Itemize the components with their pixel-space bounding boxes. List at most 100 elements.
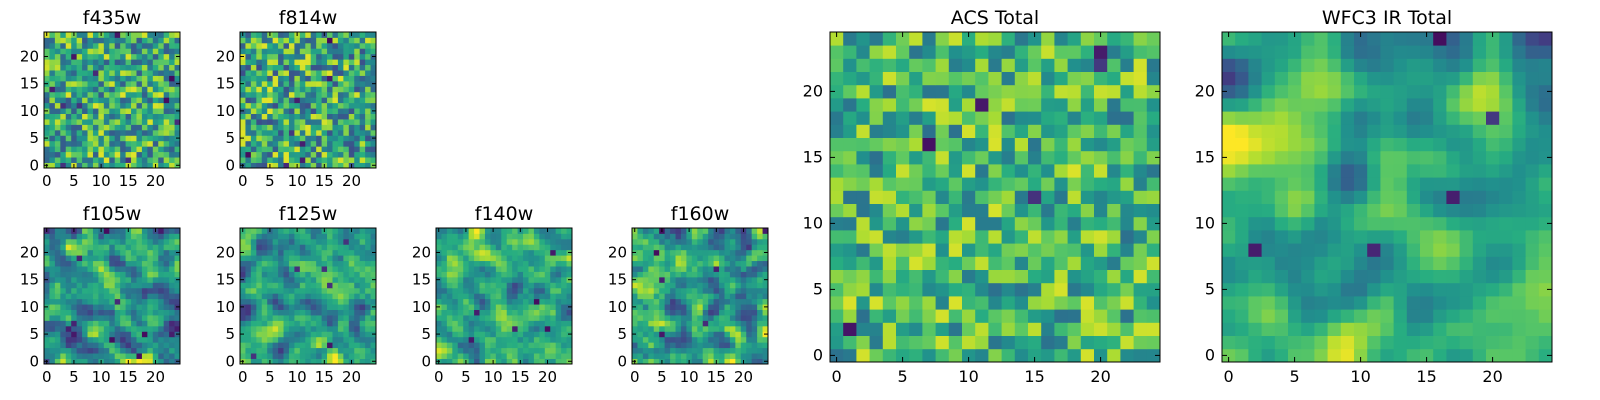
heatmap-cell	[283, 347, 290, 354]
heatmap-cell	[261, 320, 268, 327]
heatmap-cell	[44, 325, 50, 332]
heatmap-cell	[370, 140, 377, 147]
heatmap-cell	[370, 97, 377, 104]
heatmap-cell	[544, 249, 551, 256]
heatmap-cell	[962, 164, 976, 178]
heatmap-cell	[479, 347, 486, 354]
heatmap-cell	[1028, 150, 1042, 165]
heatmap-cell	[1459, 203, 1474, 218]
heatmap-cell	[441, 298, 448, 305]
heatmap-cell	[49, 260, 56, 267]
heatmap-cell	[550, 276, 557, 283]
heatmap-cell	[1001, 335, 1016, 350]
heatmap-cell	[136, 282, 143, 289]
heatmap-cell	[76, 75, 83, 82]
heatmap-cell	[54, 353, 61, 359]
heatmap-cell	[310, 336, 317, 343]
heatmap-cell	[120, 80, 126, 87]
heatmap-cell	[163, 358, 170, 365]
heatmap-cell	[60, 353, 67, 359]
heatmap-cell	[125, 113, 132, 120]
heatmap-cell	[76, 135, 83, 142]
heatmap-cell	[746, 276, 753, 283]
heatmap-cell	[321, 347, 328, 354]
heatmap-cell	[343, 129, 350, 136]
heatmap-cell	[539, 244, 546, 251]
heatmap-cell	[343, 151, 350, 158]
heatmap-cell	[740, 255, 747, 262]
heatmap-cell	[1380, 243, 1394, 257]
heatmap-cell	[544, 309, 551, 316]
heatmap-cell	[697, 320, 704, 327]
heatmap-cell	[158, 146, 165, 153]
heatmap-cell	[436, 282, 442, 289]
heatmap-cell	[1301, 177, 1315, 191]
heatmap-cell	[65, 249, 72, 256]
heatmap-cell	[76, 86, 83, 93]
heatmap-cell	[120, 336, 126, 343]
y-tick-label: 5	[225, 325, 235, 343]
heatmap-cell	[757, 228, 763, 234]
heatmap-cell	[141, 124, 148, 131]
heatmap-cell	[54, 287, 61, 294]
heatmap-cell	[468, 336, 475, 343]
heatmap-cell	[1067, 256, 1082, 270]
heatmap-cell	[337, 260, 344, 267]
x-tick-label: 10	[92, 368, 111, 386]
heatmap-cell	[267, 238, 274, 245]
heatmap-cell	[1393, 243, 1408, 257]
y-tick-label: 5	[813, 279, 823, 298]
heatmap-cell	[708, 325, 714, 332]
heatmap-cell	[44, 266, 50, 272]
heatmap-cell	[250, 331, 257, 338]
heatmap-cell	[988, 177, 1002, 191]
axes-frame	[239, 31, 377, 169]
heatmap-cell	[1472, 309, 1487, 323]
heatmap-cell	[152, 75, 159, 82]
heatmap-cell	[830, 203, 844, 218]
heatmap-cell	[169, 108, 175, 114]
heatmap-cell	[114, 287, 121, 294]
heatmap-cell	[1041, 45, 1055, 59]
heatmap-cell	[261, 233, 268, 240]
heatmap-cell	[348, 266, 355, 272]
heatmap-cell	[60, 271, 67, 278]
heatmap-cell	[1380, 177, 1394, 191]
heatmap-cell	[49, 233, 56, 240]
heatmap-cell	[114, 266, 121, 272]
heatmap-cell	[44, 97, 50, 104]
heatmap-cell	[1146, 45, 1161, 59]
heatmap-cell	[632, 309, 638, 316]
heatmap-cell	[305, 233, 312, 240]
heatmap-cell	[762, 293, 769, 300]
heatmap-cell	[555, 244, 562, 251]
heatmap-cell	[653, 228, 660, 234]
heatmap-cell	[131, 129, 137, 136]
heatmap-cell	[896, 243, 910, 257]
heatmap-cell	[250, 91, 257, 98]
heatmap-cell	[1261, 309, 1276, 323]
heatmap-cell	[92, 260, 99, 267]
heatmap-cell	[169, 86, 175, 93]
heatmap-cell	[735, 347, 742, 354]
heatmap-cell	[713, 276, 720, 283]
heatmap-cell	[261, 293, 268, 300]
heatmap-cell	[114, 320, 121, 327]
heatmap-cell	[256, 347, 263, 354]
heatmap-cell	[332, 70, 339, 76]
heatmap-cell	[305, 271, 312, 278]
heatmap-cell	[642, 353, 649, 359]
heatmap-cell	[642, 298, 649, 305]
heatmap-cell	[125, 86, 132, 93]
heatmap-cell	[359, 233, 366, 240]
heatmap-cell	[843, 296, 857, 310]
heatmap-cell	[856, 282, 870, 297]
heatmap-cell	[87, 336, 94, 343]
heatmap-cell	[354, 42, 361, 49]
heatmap-cell	[327, 53, 333, 60]
heatmap-cell	[343, 102, 350, 109]
heatmap-cell	[131, 42, 137, 49]
heatmap-cell	[566, 238, 573, 245]
heatmap-cell	[975, 322, 989, 336]
heatmap-cell	[288, 276, 295, 283]
